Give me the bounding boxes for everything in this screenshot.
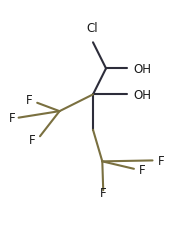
Text: OH: OH [133, 89, 151, 101]
Text: F: F [139, 163, 145, 176]
Text: F: F [25, 94, 32, 107]
Text: F: F [100, 186, 107, 199]
Text: F: F [9, 112, 15, 125]
Text: F: F [158, 154, 165, 167]
Text: F: F [29, 134, 36, 147]
Text: OH: OH [133, 63, 151, 76]
Text: Cl: Cl [86, 22, 98, 35]
